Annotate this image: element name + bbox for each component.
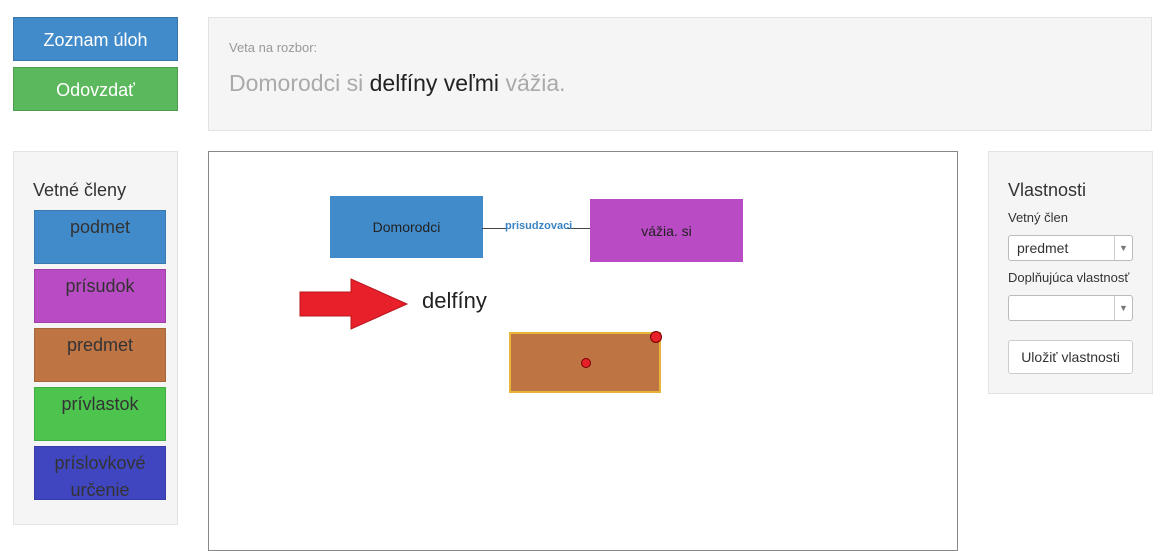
submit-button[interactable]: Odovzdať xyxy=(13,67,178,111)
sentence-text: Domorodci si delfíny veľmi vážia. xyxy=(229,70,566,97)
resize-handle[interactable] xyxy=(650,331,662,343)
chevron-down-icon: ▼ xyxy=(1114,236,1132,260)
sentence-word: si xyxy=(346,70,364,96)
edge-line xyxy=(482,228,506,229)
chevron-down-icon: ▼ xyxy=(1114,296,1132,320)
task-list-button[interactable]: Zoznam úloh xyxy=(13,17,178,61)
properties-panel: Vlastnosti Vetný člen predmet ▼ Doplňujú… xyxy=(988,151,1153,394)
member-type-select[interactable]: predmet ▼ xyxy=(1008,235,1133,261)
member-type-label: Vetný člen xyxy=(1008,210,1068,225)
member-privlastok[interactable]: prívlastok xyxy=(34,387,166,441)
node-label: vážia. si xyxy=(641,222,692,239)
current-word: delfíny xyxy=(422,288,487,313)
node-selected[interactable] xyxy=(509,331,662,393)
arrow-right-icon xyxy=(299,278,409,330)
save-properties-button[interactable]: Uložiť vlastnosti xyxy=(1008,340,1133,374)
edge-label: prisudzovaci xyxy=(505,220,573,232)
properties-title: Vlastnosti xyxy=(1008,180,1087,200)
sentence-word: delfíny xyxy=(369,70,438,96)
sentence-word: Domorodci xyxy=(229,70,341,96)
member-podmet[interactable]: podmet xyxy=(34,210,166,264)
member-type-value: predmet xyxy=(1017,240,1069,256)
sentence-word: veľmi xyxy=(443,70,500,96)
sentence-word: vážia. xyxy=(505,70,566,96)
sentence-panel: Veta na rozbor: Domorodci si delfíny veľ… xyxy=(208,17,1152,131)
node-label: Domorodci xyxy=(372,219,441,235)
center-handle[interactable] xyxy=(581,358,591,368)
members-title: Vetné členy xyxy=(33,180,127,200)
member-predmet[interactable]: predmet xyxy=(34,328,166,382)
sentence-label: Veta na rozbor: xyxy=(229,40,318,55)
node-domorodci[interactable]: Domorodci xyxy=(330,196,483,258)
extra-property-select[interactable]: ▼ xyxy=(1008,295,1133,321)
node-vazia-si[interactable]: vážia. si xyxy=(590,199,743,262)
member-prisudok[interactable]: prísudok xyxy=(34,269,166,323)
edge-line xyxy=(567,228,591,229)
member-prislovkove-urcenie[interactable]: príslovkové určenie xyxy=(34,446,166,500)
diagram-canvas[interactable]: Domorodci prisudzovaci vážia. si delfíny xyxy=(208,151,958,551)
extra-property-label: Doplňujúca vlastnosť xyxy=(1008,270,1130,285)
sentence-members-panel: Vetné členy podmet prísudok predmet prív… xyxy=(13,151,178,525)
